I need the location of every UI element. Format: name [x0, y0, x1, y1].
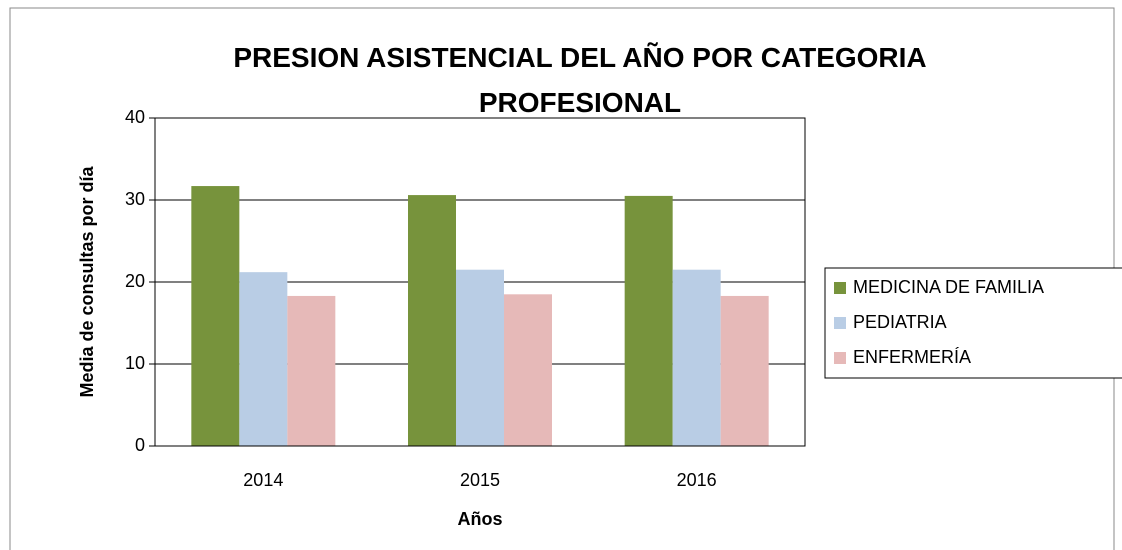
- y-tick-label: 20: [125, 271, 145, 291]
- legend-label: PEDIATRIA: [853, 312, 947, 332]
- bar: [504, 294, 552, 446]
- y-tick-label: 0: [135, 435, 145, 455]
- bar: [191, 186, 240, 446]
- y-tick-label: 10: [125, 353, 145, 373]
- x-tick-label: 2016: [677, 470, 717, 490]
- legend-swatch: [834, 282, 846, 294]
- bar: [287, 295, 336, 446]
- legend-swatch: [834, 317, 846, 329]
- legend-box: [824, 267, 1122, 379]
- legend-label: ENFERMERÍA: [853, 347, 971, 367]
- y-axis-label: Media de consultas por día: [77, 165, 97, 397]
- x-axis-label: Años: [458, 509, 503, 529]
- bar: [720, 295, 769, 446]
- chart-title: PRESION ASISTENCIAL DEL AÑO POR CATEGORI…: [233, 42, 927, 118]
- bar: [624, 195, 673, 446]
- bar: [239, 272, 288, 446]
- y-tick-label: 40: [125, 107, 145, 127]
- bar: [672, 269, 721, 446]
- x-tick-label: 2014: [243, 470, 283, 490]
- legend-label: MEDICINA DE FAMILIA: [853, 277, 1044, 297]
- bar: [456, 269, 504, 446]
- bar: [408, 195, 456, 446]
- x-tick-label: 2015: [460, 470, 500, 490]
- legend-swatch: [834, 352, 846, 364]
- y-tick-label: 30: [125, 189, 145, 209]
